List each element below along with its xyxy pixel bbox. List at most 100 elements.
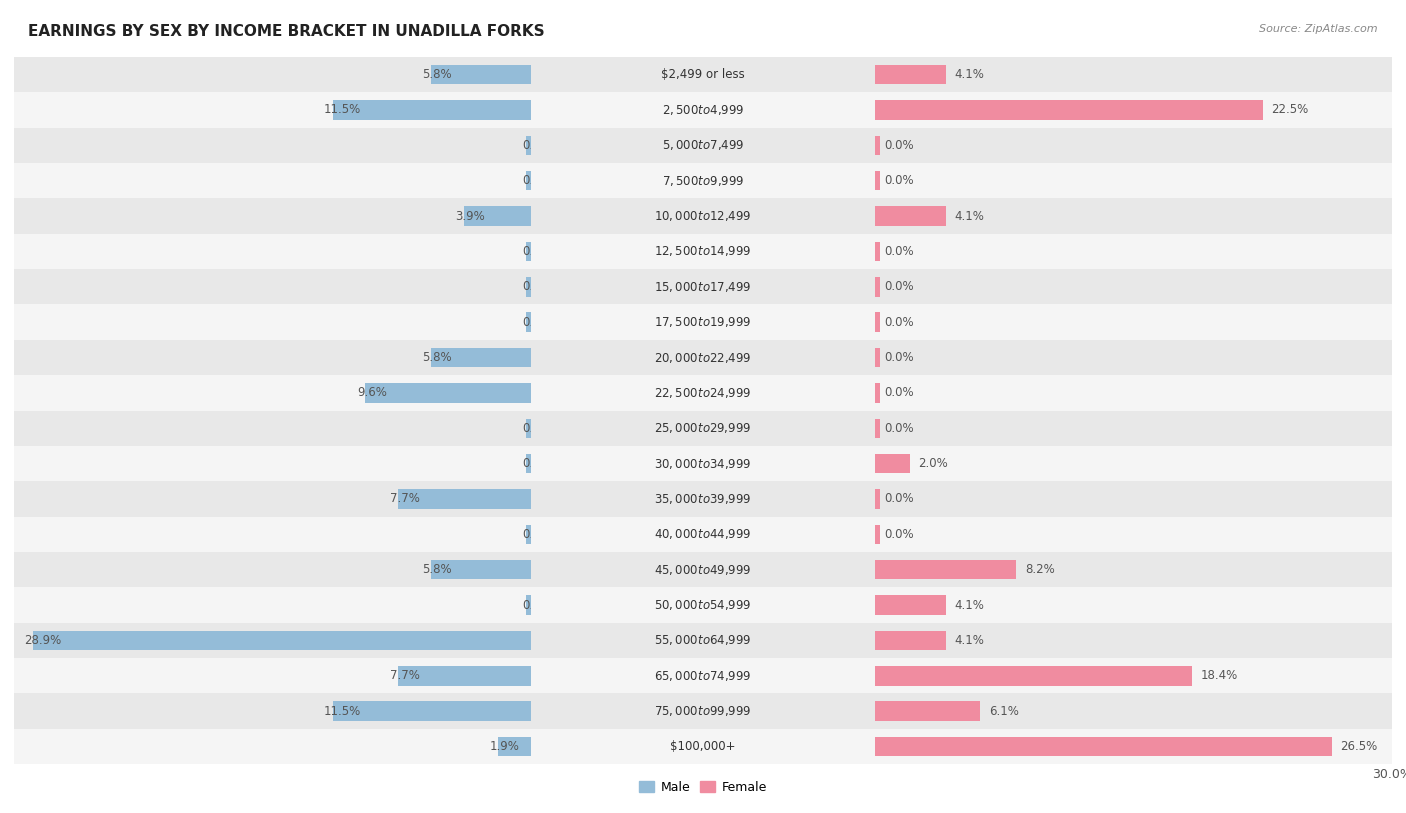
Bar bbox=[876, 65, 946, 85]
Text: 0.0%: 0.0% bbox=[884, 280, 914, 293]
Text: 11.5%: 11.5% bbox=[323, 705, 361, 718]
Bar bbox=[498, 737, 531, 756]
Bar bbox=[0, 269, 1406, 304]
Bar bbox=[0, 517, 1406, 552]
Text: $7,500 to $9,999: $7,500 to $9,999 bbox=[662, 174, 744, 188]
Bar bbox=[876, 595, 946, 615]
Bar bbox=[876, 702, 980, 721]
Bar bbox=[876, 666, 1192, 685]
Text: 0.0%: 0.0% bbox=[884, 139, 914, 152]
Text: 5.8%: 5.8% bbox=[422, 351, 451, 364]
Bar bbox=[526, 241, 531, 261]
Bar bbox=[0, 517, 1406, 552]
Text: 1.9%: 1.9% bbox=[489, 740, 519, 753]
Text: $30,000 to $34,999: $30,000 to $34,999 bbox=[654, 457, 752, 471]
Text: $2,500 to $4,999: $2,500 to $4,999 bbox=[662, 103, 744, 117]
Text: 18.4%: 18.4% bbox=[1201, 669, 1239, 682]
Bar bbox=[0, 481, 1406, 517]
Bar bbox=[876, 171, 880, 190]
Text: $15,000 to $17,499: $15,000 to $17,499 bbox=[654, 280, 752, 293]
Bar bbox=[0, 552, 1406, 587]
Bar bbox=[333, 702, 531, 721]
Bar bbox=[876, 737, 1331, 756]
Text: 0.0%: 0.0% bbox=[884, 174, 914, 187]
Bar bbox=[430, 348, 531, 367]
Text: $10,000 to $12,499: $10,000 to $12,499 bbox=[654, 209, 752, 223]
Text: 0.0%: 0.0% bbox=[522, 280, 551, 293]
Text: 22.5%: 22.5% bbox=[1271, 103, 1309, 116]
Text: $45,000 to $49,999: $45,000 to $49,999 bbox=[654, 563, 752, 576]
Legend: Male, Female: Male, Female bbox=[634, 776, 772, 798]
Bar bbox=[0, 659, 1406, 693]
Text: $55,000 to $64,999: $55,000 to $64,999 bbox=[654, 633, 752, 647]
Bar bbox=[876, 560, 1017, 580]
Text: 7.7%: 7.7% bbox=[389, 669, 419, 682]
Bar bbox=[0, 340, 1406, 375]
Bar bbox=[0, 693, 1406, 729]
Bar bbox=[366, 383, 531, 402]
Bar bbox=[0, 198, 1406, 234]
Text: 0.0%: 0.0% bbox=[522, 245, 551, 258]
Bar bbox=[0, 623, 1406, 659]
Bar bbox=[0, 128, 1406, 163]
Text: 5.8%: 5.8% bbox=[422, 563, 451, 576]
Text: 0.0%: 0.0% bbox=[884, 245, 914, 258]
Text: 8.2%: 8.2% bbox=[1025, 563, 1054, 576]
Text: $75,000 to $99,999: $75,000 to $99,999 bbox=[654, 704, 752, 718]
Bar bbox=[0, 128, 1406, 163]
Bar bbox=[0, 163, 1406, 198]
Bar bbox=[526, 595, 531, 615]
Bar bbox=[526, 277, 531, 297]
Bar bbox=[876, 419, 880, 438]
Bar bbox=[333, 100, 531, 120]
Bar bbox=[0, 269, 1406, 304]
Bar bbox=[0, 587, 1406, 623]
Bar bbox=[526, 136, 531, 155]
Bar bbox=[876, 489, 880, 509]
Text: $5,000 to $7,499: $5,000 to $7,499 bbox=[662, 138, 744, 152]
Bar bbox=[0, 340, 1406, 375]
Bar bbox=[0, 198, 1406, 234]
Text: 0.0%: 0.0% bbox=[522, 139, 551, 152]
Bar bbox=[876, 207, 946, 226]
Bar bbox=[0, 92, 1406, 128]
Bar bbox=[430, 65, 531, 85]
Bar bbox=[0, 340, 1406, 375]
Bar bbox=[526, 312, 531, 332]
Bar bbox=[0, 623, 1406, 659]
Text: $35,000 to $39,999: $35,000 to $39,999 bbox=[654, 492, 752, 506]
Text: 7.7%: 7.7% bbox=[389, 493, 419, 506]
Bar bbox=[0, 163, 1406, 198]
Text: 28.9%: 28.9% bbox=[24, 634, 62, 647]
Bar bbox=[876, 100, 1263, 120]
Text: 0.0%: 0.0% bbox=[522, 174, 551, 187]
Bar bbox=[0, 57, 1406, 92]
Text: $22,500 to $24,999: $22,500 to $24,999 bbox=[654, 386, 752, 400]
Bar bbox=[0, 128, 1406, 163]
Text: 0.0%: 0.0% bbox=[522, 528, 551, 541]
Bar bbox=[0, 411, 1406, 446]
Bar bbox=[0, 446, 1406, 481]
Bar bbox=[464, 207, 531, 226]
Bar bbox=[0, 623, 1406, 659]
Text: 0.0%: 0.0% bbox=[522, 457, 551, 470]
Text: $12,500 to $14,999: $12,500 to $14,999 bbox=[654, 245, 752, 259]
Bar bbox=[0, 446, 1406, 481]
Bar bbox=[876, 524, 880, 544]
Text: $50,000 to $54,999: $50,000 to $54,999 bbox=[654, 598, 752, 612]
Bar bbox=[0, 446, 1406, 481]
Bar bbox=[0, 729, 1406, 764]
Bar bbox=[876, 241, 880, 261]
Bar bbox=[0, 481, 1406, 517]
Text: 6.1%: 6.1% bbox=[988, 705, 1019, 718]
Bar bbox=[0, 587, 1406, 623]
Bar bbox=[526, 171, 531, 190]
Text: 4.1%: 4.1% bbox=[955, 634, 984, 647]
Bar bbox=[0, 376, 1406, 411]
Text: 0.0%: 0.0% bbox=[522, 315, 551, 328]
Text: 0.0%: 0.0% bbox=[884, 315, 914, 328]
Bar bbox=[876, 312, 880, 332]
Bar bbox=[0, 269, 1406, 304]
Bar bbox=[0, 517, 1406, 552]
Bar bbox=[0, 304, 1406, 340]
